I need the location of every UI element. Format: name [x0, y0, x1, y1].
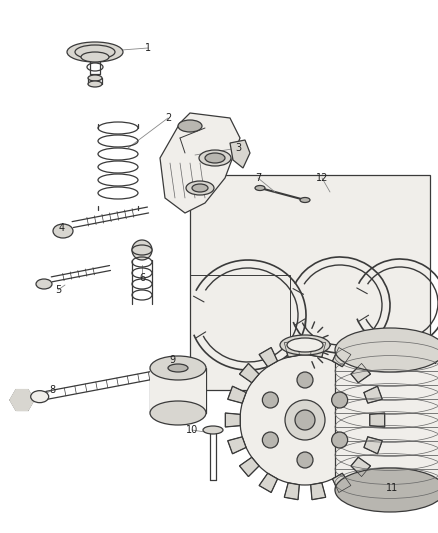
Ellipse shape: [132, 245, 152, 255]
Circle shape: [284, 400, 324, 440]
Ellipse shape: [299, 198, 309, 203]
Polygon shape: [284, 340, 299, 357]
Text: 10: 10: [185, 425, 198, 435]
Text: 11: 11: [385, 483, 397, 493]
Bar: [334, 350, 438, 490]
Ellipse shape: [168, 364, 187, 372]
Ellipse shape: [177, 120, 201, 132]
Ellipse shape: [286, 338, 322, 352]
Ellipse shape: [205, 153, 225, 163]
Polygon shape: [369, 413, 384, 427]
Polygon shape: [10, 390, 34, 410]
Ellipse shape: [88, 75, 102, 81]
Text: 4: 4: [59, 223, 65, 233]
Circle shape: [297, 372, 312, 388]
Polygon shape: [350, 364, 370, 383]
Polygon shape: [363, 386, 381, 403]
Text: 2: 2: [165, 113, 171, 123]
Circle shape: [294, 410, 314, 430]
Polygon shape: [230, 140, 249, 168]
Polygon shape: [332, 348, 350, 367]
Polygon shape: [225, 413, 240, 427]
Bar: [190, 175, 429, 390]
Polygon shape: [310, 483, 325, 500]
Circle shape: [262, 432, 278, 448]
Bar: [150, 368, 205, 413]
Circle shape: [132, 240, 152, 260]
Text: 12: 12: [315, 173, 328, 183]
Polygon shape: [350, 457, 370, 477]
Bar: [190, 275, 290, 390]
Ellipse shape: [31, 391, 49, 402]
Polygon shape: [258, 348, 277, 367]
Circle shape: [297, 452, 312, 468]
Ellipse shape: [53, 224, 73, 238]
Polygon shape: [332, 473, 350, 492]
Ellipse shape: [202, 426, 223, 434]
Ellipse shape: [67, 42, 123, 62]
Text: 8: 8: [49, 385, 55, 395]
Text: 6: 6: [138, 273, 145, 283]
Ellipse shape: [279, 335, 329, 355]
Ellipse shape: [150, 401, 205, 425]
Text: 1: 1: [145, 43, 151, 53]
Text: 3: 3: [234, 143, 240, 153]
Polygon shape: [227, 386, 246, 403]
Ellipse shape: [254, 185, 265, 190]
Circle shape: [262, 392, 278, 408]
Polygon shape: [239, 457, 258, 477]
Polygon shape: [363, 437, 381, 454]
Circle shape: [331, 432, 347, 448]
Ellipse shape: [36, 279, 52, 289]
Ellipse shape: [81, 52, 109, 62]
Ellipse shape: [198, 150, 230, 166]
Polygon shape: [310, 340, 325, 357]
Text: 5: 5: [55, 285, 61, 295]
Text: 7: 7: [254, 173, 261, 183]
Ellipse shape: [88, 81, 102, 87]
Circle shape: [331, 392, 347, 408]
Polygon shape: [239, 364, 258, 383]
Polygon shape: [284, 483, 299, 500]
Ellipse shape: [334, 328, 438, 372]
Ellipse shape: [334, 468, 438, 512]
Polygon shape: [227, 437, 246, 454]
Circle shape: [240, 355, 369, 485]
Polygon shape: [159, 113, 240, 213]
Ellipse shape: [150, 356, 205, 380]
Ellipse shape: [186, 181, 213, 195]
Text: 9: 9: [169, 355, 175, 365]
Ellipse shape: [191, 184, 208, 192]
Polygon shape: [258, 473, 277, 492]
